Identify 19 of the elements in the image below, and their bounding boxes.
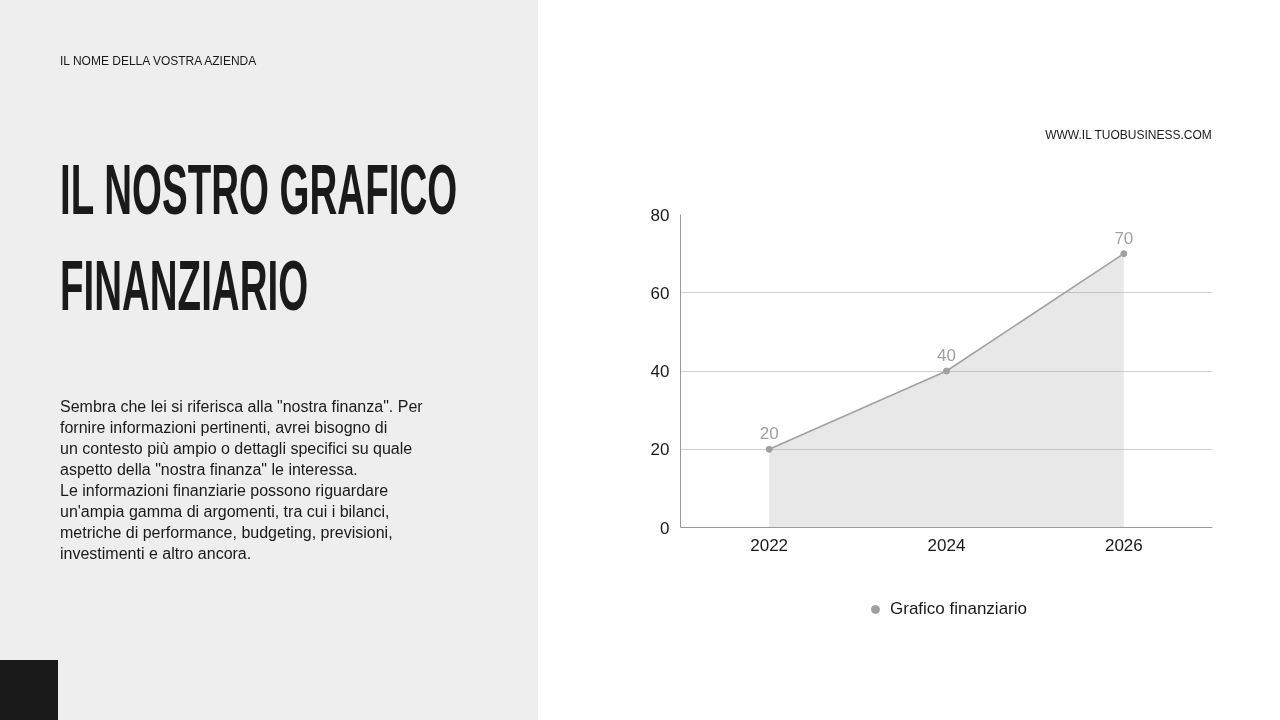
y-tick-label: 0 bbox=[660, 518, 670, 538]
x-tick-label: 2024 bbox=[927, 535, 966, 555]
y-tick-label: 40 bbox=[650, 362, 670, 381]
chart-title: IL NOSTRO GRAFICO FINANZIARIO bbox=[60, 150, 459, 327]
point bbox=[943, 367, 950, 375]
legend-label: Grafico finanziario bbox=[889, 599, 1028, 619]
data-label: 20 bbox=[759, 424, 779, 444]
y-tick-label: 80 bbox=[650, 205, 670, 225]
point bbox=[765, 445, 773, 453]
text: Sembra che lei si riferisca alla "nostra finanza". Per fornire informazioni pertinenti, avrei bisogno di un contesto più ampio o dettagli specifici su quale aspetto della "nostra finanza" le interessa. Le informazioni finanziarie possono riguardare un'ampia gamma di argomenti, tra cui i bilanci, metriche di performance, budgeting, previsioni, investimenti e altro ancora. bbox=[60, 397, 423, 564]
data-label: 70 bbox=[1114, 228, 1134, 248]
x-tick-label: 2022 bbox=[750, 535, 789, 555]
point bbox=[1120, 250, 1128, 258]
data-label: 40 bbox=[937, 346, 956, 365]
y-tick-label: 20 bbox=[650, 440, 670, 460]
text: IL NOME DELLA VOSTRA AZIENDA bbox=[60, 53, 257, 70]
text: WWW.IL TUOBUSINESS.COM bbox=[1045, 127, 1212, 142]
x-tick-label: 2026 bbox=[1104, 535, 1143, 555]
y-tick-label: 60 bbox=[650, 283, 670, 303]
